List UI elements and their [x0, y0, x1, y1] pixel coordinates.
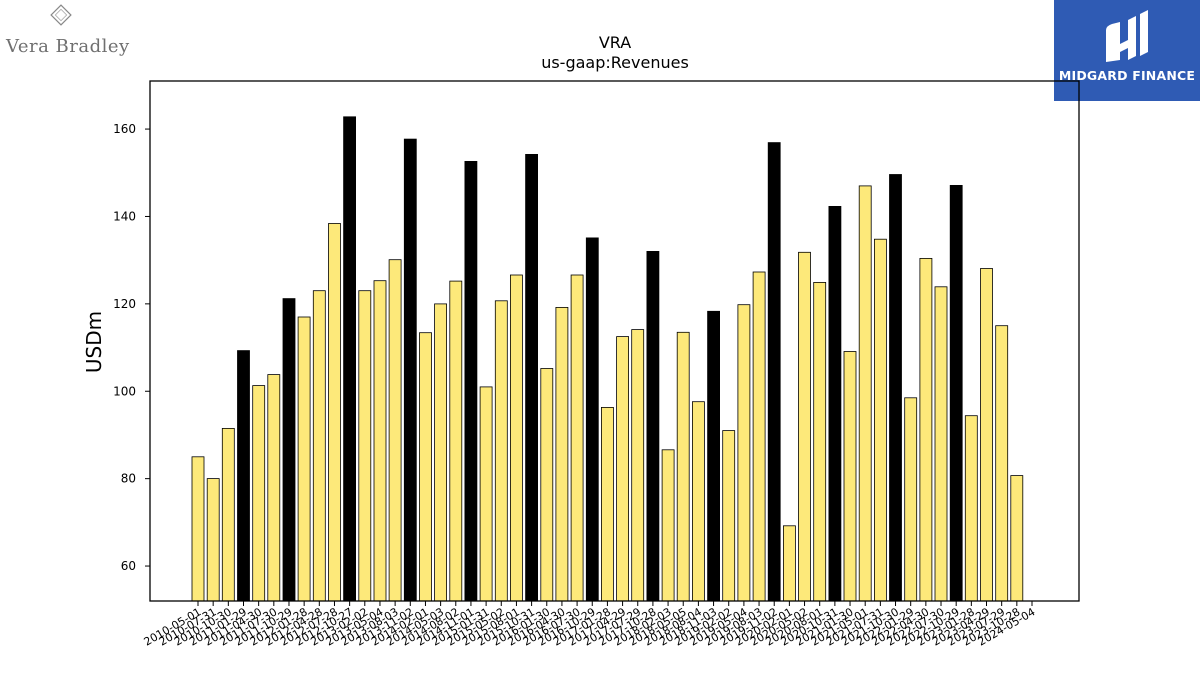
right-logo-text: MIDGARD FINANCE [1058, 68, 1196, 83]
bar-2013-11-02 [403, 138, 417, 602]
bar-2021-01-30 [843, 351, 857, 602]
bar-2020-10-31 [828, 205, 842, 602]
bar-2018-11-03 [707, 310, 720, 602]
y-axis: 60 80 100 120 140 160 [113, 122, 150, 573]
left-logo-text: Vera Bradley [6, 36, 130, 57]
midgard-m-icon [1106, 10, 1148, 62]
bar-2023-01-28 [964, 415, 978, 602]
bar-2014-08-02 [449, 280, 463, 602]
y-axis-label: USDm [82, 311, 106, 373]
bar-2015-05-02 [494, 300, 508, 602]
y-tick-label: 100 [113, 384, 136, 398]
y-tick-label: 140 [113, 209, 136, 223]
bar-2010-05-01 [191, 456, 205, 602]
bar-2022-04-30 [919, 257, 933, 602]
bar-2019-02-02 [722, 430, 736, 602]
bar-2014-11-01 [464, 160, 478, 602]
bar-2011-04-30 [252, 385, 266, 602]
bar-2020-02-01 [783, 525, 796, 602]
bar-2012-04-28 [312, 290, 326, 602]
bar-2017-07-29 [631, 329, 645, 602]
bars-group [191, 116, 1024, 602]
bar-2012-07-28 [328, 223, 341, 602]
bar-2010-10-30 [221, 427, 235, 602]
bar-2011-01-29 [237, 350, 250, 602]
y-tick-label: 80 [121, 472, 136, 486]
bar-2016-10-29 [585, 237, 599, 602]
midgard-finance-logo: MIDGARD FINANCE [1054, 0, 1200, 101]
bar-2022-01-29 [904, 397, 918, 602]
bar-2021-07-31 [874, 238, 887, 602]
bar-2015-08-01 [509, 274, 523, 602]
plot-frame [149, 80, 1080, 602]
bar-2010-07-31 [206, 478, 220, 602]
chart-subtitle: us-gaap:Revenues [541, 53, 689, 72]
bar-2023-10-28 [1010, 475, 1024, 602]
bar-2019-05-04 [737, 304, 751, 602]
bar-2013-08-03 [388, 259, 402, 602]
bar-2015-01-31 [479, 386, 493, 602]
bar-2022-07-30 [934, 286, 948, 602]
bar-2017-01-28 [601, 406, 614, 602]
bar-2014-02-01 [419, 332, 432, 602]
y-tick-label: 60 [121, 559, 136, 573]
bar-2012-01-28 [297, 316, 311, 602]
vera-bradley-logo: Vera Bradley [0, 0, 130, 70]
bar-2022-10-29 [949, 184, 963, 602]
bar-2019-08-03 [752, 271, 766, 602]
bar-2023-07-29 [995, 325, 1009, 602]
bar-2020-08-01 [813, 281, 827, 602]
bar-2017-10-28 [646, 250, 660, 602]
bar-2017-04-29 [616, 336, 629, 602]
x-axis: 2010-05-012010-07-312010-10-302011-01-29… [142, 601, 1038, 649]
bar-2016-04-30 [555, 306, 569, 602]
bar-2016-07-30 [570, 274, 584, 602]
bar-2013-05-04 [373, 280, 387, 602]
bar-2011-10-29 [282, 298, 296, 602]
bar-2011-07-30 [267, 374, 281, 602]
bar-2019-11-02 [767, 142, 781, 602]
bar-2021-05-01 [858, 185, 872, 602]
bar-2018-02-03 [661, 449, 675, 602]
bar-2013-02-02 [358, 290, 372, 602]
bar-2023-04-29 [980, 268, 993, 602]
y-tick-label: 160 [113, 122, 136, 136]
bar-2020-05-02 [798, 251, 811, 602]
vb-diamond-icon [50, 4, 72, 26]
bar-2021-10-30 [889, 174, 902, 602]
bar-2012-10-27 [343, 116, 357, 602]
bar-2014-05-03 [434, 303, 448, 602]
bar-2018-08-04 [692, 401, 705, 602]
y-tick-label: 120 [113, 297, 136, 311]
bar-2016-01-30 [540, 368, 554, 602]
bar-2018-05-05 [676, 331, 690, 602]
bar-2015-10-31 [525, 153, 538, 602]
chart-title: VRA [599, 33, 631, 52]
